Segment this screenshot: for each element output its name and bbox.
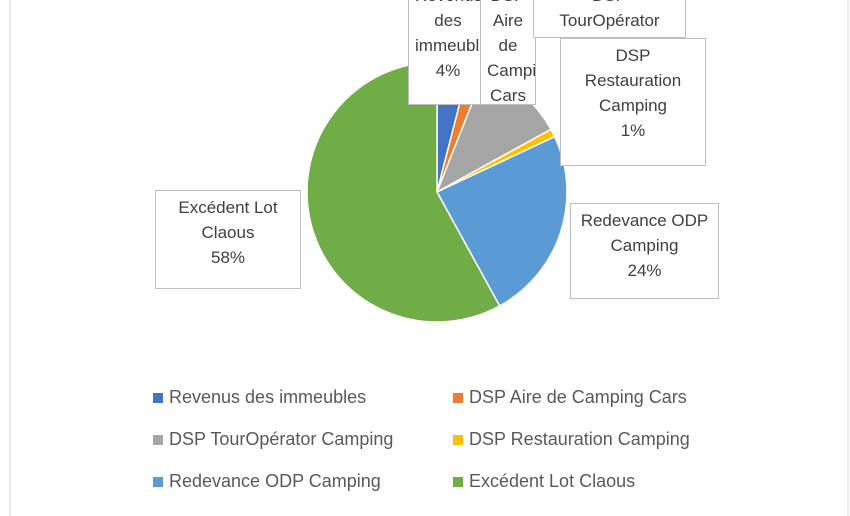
data-label: DSP Restauration Camping 1% bbox=[560, 38, 706, 166]
data-label-value: 24% bbox=[627, 261, 662, 280]
data-label: Redevance ODP Camping 24% bbox=[570, 203, 719, 299]
data-label: Revenus des immeubles 4% bbox=[408, 0, 488, 105]
data-label-name: DSP TourOpérator Camping bbox=[559, 0, 660, 37]
data-label: DSP Aire de Camping Cars bbox=[480, 0, 536, 105]
data-label: DSP TourOpérator Camping bbox=[533, 0, 686, 38]
legend-label: Redevance ODP Camping bbox=[169, 471, 381, 491]
legend-swatch bbox=[153, 435, 163, 445]
legend-label: DSP TourOpérator Camping bbox=[169, 429, 393, 449]
legend-swatch bbox=[453, 435, 463, 445]
data-label-name: Redevance ODP Camping bbox=[580, 211, 709, 255]
legend-label: Excédent Lot Claous bbox=[469, 471, 635, 491]
legend-swatch bbox=[153, 477, 163, 487]
data-label-value: 58% bbox=[210, 248, 246, 267]
legend-label: DSP Restauration Camping bbox=[469, 429, 690, 449]
chart-border bbox=[9, 0, 849, 516]
data-label-value: 1% bbox=[620, 121, 646, 140]
pie-slice bbox=[306, 61, 501, 323]
data-label-name: DSP Aire de Camping Cars bbox=[487, 0, 536, 105]
data-label-name: DSP Restauration Camping bbox=[584, 46, 682, 115]
legend-swatch bbox=[453, 393, 463, 403]
data-label-value: 4% bbox=[435, 61, 461, 80]
legend-label: Revenus des immeubles bbox=[169, 387, 366, 407]
legend-swatch bbox=[453, 477, 463, 487]
data-label-name: Excédent Lot Claous bbox=[178, 198, 278, 242]
legend-swatch bbox=[153, 393, 163, 403]
data-label-name: Revenus des immeubles bbox=[415, 0, 487, 55]
legend-label: DSP Aire de Camping Cars bbox=[469, 387, 687, 407]
data-label: Excédent Lot Claous 58% bbox=[155, 190, 301, 289]
